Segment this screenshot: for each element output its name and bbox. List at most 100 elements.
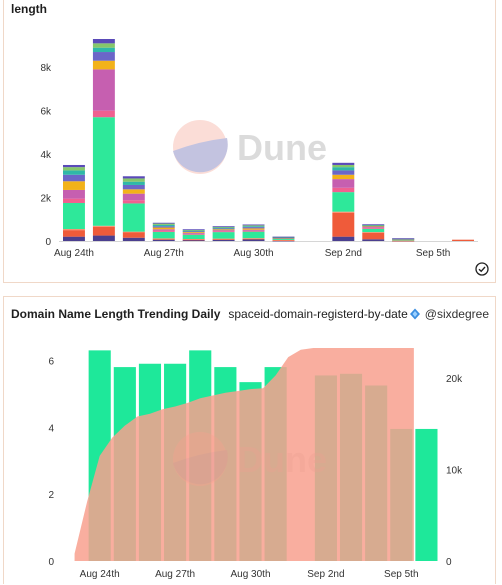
bar-segment bbox=[212, 239, 235, 240]
bar-segment bbox=[242, 238, 265, 239]
area-series bbox=[74, 347, 414, 561]
chart-card-trending: Domain Name Length Trending Daily spaceid… bbox=[3, 296, 496, 584]
chart-title-text: Domain Name Length Trending Daily bbox=[11, 307, 221, 321]
bar-segment bbox=[212, 227, 235, 229]
bar-segment bbox=[152, 230, 175, 232]
bar-segment bbox=[332, 236, 355, 241]
bar bbox=[415, 428, 438, 561]
bar-segment bbox=[332, 212, 355, 237]
bar-segment bbox=[152, 238, 175, 240]
bar-segment bbox=[332, 187, 355, 193]
bar-segment bbox=[332, 170, 355, 175]
bar-segment bbox=[362, 226, 385, 228]
bar-segment bbox=[392, 240, 415, 242]
bar-segment bbox=[212, 238, 235, 240]
bar-segment bbox=[332, 192, 355, 212]
bar-segment bbox=[122, 184, 145, 190]
y-tick-label: 0 bbox=[45, 237, 51, 248]
author-avatar-icon bbox=[409, 308, 420, 320]
x-tick-label: Aug 30th bbox=[230, 569, 270, 580]
bar-segment bbox=[332, 211, 355, 213]
bar-segment bbox=[392, 238, 415, 240]
bar-segment bbox=[63, 202, 85, 230]
watermark-logo-icon bbox=[173, 120, 227, 174]
bar-segment bbox=[122, 231, 145, 233]
bar-segment bbox=[362, 226, 385, 228]
watermark-logo-wedge bbox=[173, 138, 228, 173]
y-tick-label: 2k bbox=[40, 194, 52, 205]
bar-segment bbox=[362, 232, 385, 233]
bar-segment bbox=[122, 193, 145, 201]
bar-segment bbox=[63, 189, 85, 199]
bar-segment bbox=[182, 229, 205, 231]
bar-segment bbox=[63, 230, 85, 237]
bar-segment bbox=[242, 239, 265, 241]
bar-segment bbox=[152, 227, 175, 230]
bar-segment bbox=[332, 167, 355, 171]
bar-segment bbox=[242, 228, 265, 230]
bar-segment bbox=[92, 110, 115, 118]
bar-segment bbox=[332, 162, 355, 165]
bar-segment bbox=[272, 239, 295, 241]
bar-segment bbox=[272, 240, 295, 242]
bar-segment bbox=[242, 225, 265, 227]
y-left-tick-label: 4 bbox=[48, 423, 54, 434]
stacked-bar-chart: 0 2k 4k 6k 8k Dune Aug 24th Aug 27th Aug 30th Sep… bbox=[40, 39, 478, 259]
bar-segment bbox=[92, 43, 115, 48]
author-link[interactable]: @sixdegree bbox=[409, 307, 489, 321]
x-tick-label: Sep 5th bbox=[384, 569, 418, 580]
chart-subtitle: spaceid-domain-registerd-by-date bbox=[228, 307, 408, 321]
y-left-tick-label: 6 bbox=[48, 356, 54, 367]
chart-title: Domain Name Length Trending Daily spaceid… bbox=[11, 307, 408, 321]
y-tick-label: 8k bbox=[40, 63, 52, 74]
bar-segment bbox=[272, 238, 295, 240]
bar-segment bbox=[92, 39, 115, 44]
bar-segment bbox=[63, 198, 85, 203]
x-tick-label: Aug 24th bbox=[54, 248, 94, 259]
y-tick-label: 6k bbox=[40, 107, 52, 118]
bar-segment bbox=[122, 176, 145, 179]
x-tick-label: Sep 5th bbox=[416, 248, 450, 259]
bar-segment bbox=[182, 229, 205, 231]
bar-segment bbox=[362, 225, 385, 226]
bar-segment bbox=[152, 226, 175, 228]
bar-segment bbox=[122, 200, 145, 204]
watermark-text: Dune bbox=[237, 127, 327, 168]
bar-segment bbox=[212, 239, 235, 241]
y-right-tick-label: 10k bbox=[446, 466, 463, 477]
bar-segment bbox=[212, 229, 235, 231]
bar-segment bbox=[63, 164, 85, 168]
bar-segment bbox=[182, 232, 205, 233]
bar-segment bbox=[92, 47, 115, 53]
x-tick-label: Aug 27th bbox=[155, 569, 195, 580]
bar-segment bbox=[122, 189, 145, 194]
bar-segment bbox=[212, 230, 235, 232]
bar-segment bbox=[122, 232, 145, 238]
bar-segment bbox=[212, 228, 235, 230]
bar-segment bbox=[182, 239, 205, 240]
x-tick-label: Sep 2nd bbox=[307, 569, 344, 580]
bar-segment bbox=[392, 239, 415, 241]
bar-segment bbox=[63, 170, 85, 175]
y-tick-label: 4k bbox=[40, 150, 52, 161]
y-right-tick-label: 0 bbox=[446, 557, 452, 568]
bar-segment bbox=[152, 239, 175, 241]
bar-segment bbox=[122, 181, 145, 185]
bar-segment bbox=[63, 181, 85, 190]
bar-segment bbox=[242, 229, 265, 231]
bar-segment bbox=[152, 222, 175, 224]
bar-segment bbox=[152, 223, 175, 225]
bar-segment bbox=[92, 117, 115, 226]
bar-segment bbox=[362, 239, 385, 241]
checkmark-icon[interactable] bbox=[475, 262, 489, 276]
bar-segment bbox=[182, 239, 205, 241]
bar-segment bbox=[182, 239, 205, 241]
bar-segment bbox=[182, 234, 205, 240]
x-tick-label: Sep 2nd bbox=[325, 248, 362, 259]
bar-segment bbox=[212, 226, 235, 228]
chart-title: length bbox=[11, 2, 47, 16]
dune-watermark: Dune bbox=[173, 120, 327, 174]
x-tick-label: Aug 27th bbox=[144, 248, 184, 259]
bar-segment bbox=[182, 233, 205, 235]
bar-segment bbox=[92, 69, 115, 111]
